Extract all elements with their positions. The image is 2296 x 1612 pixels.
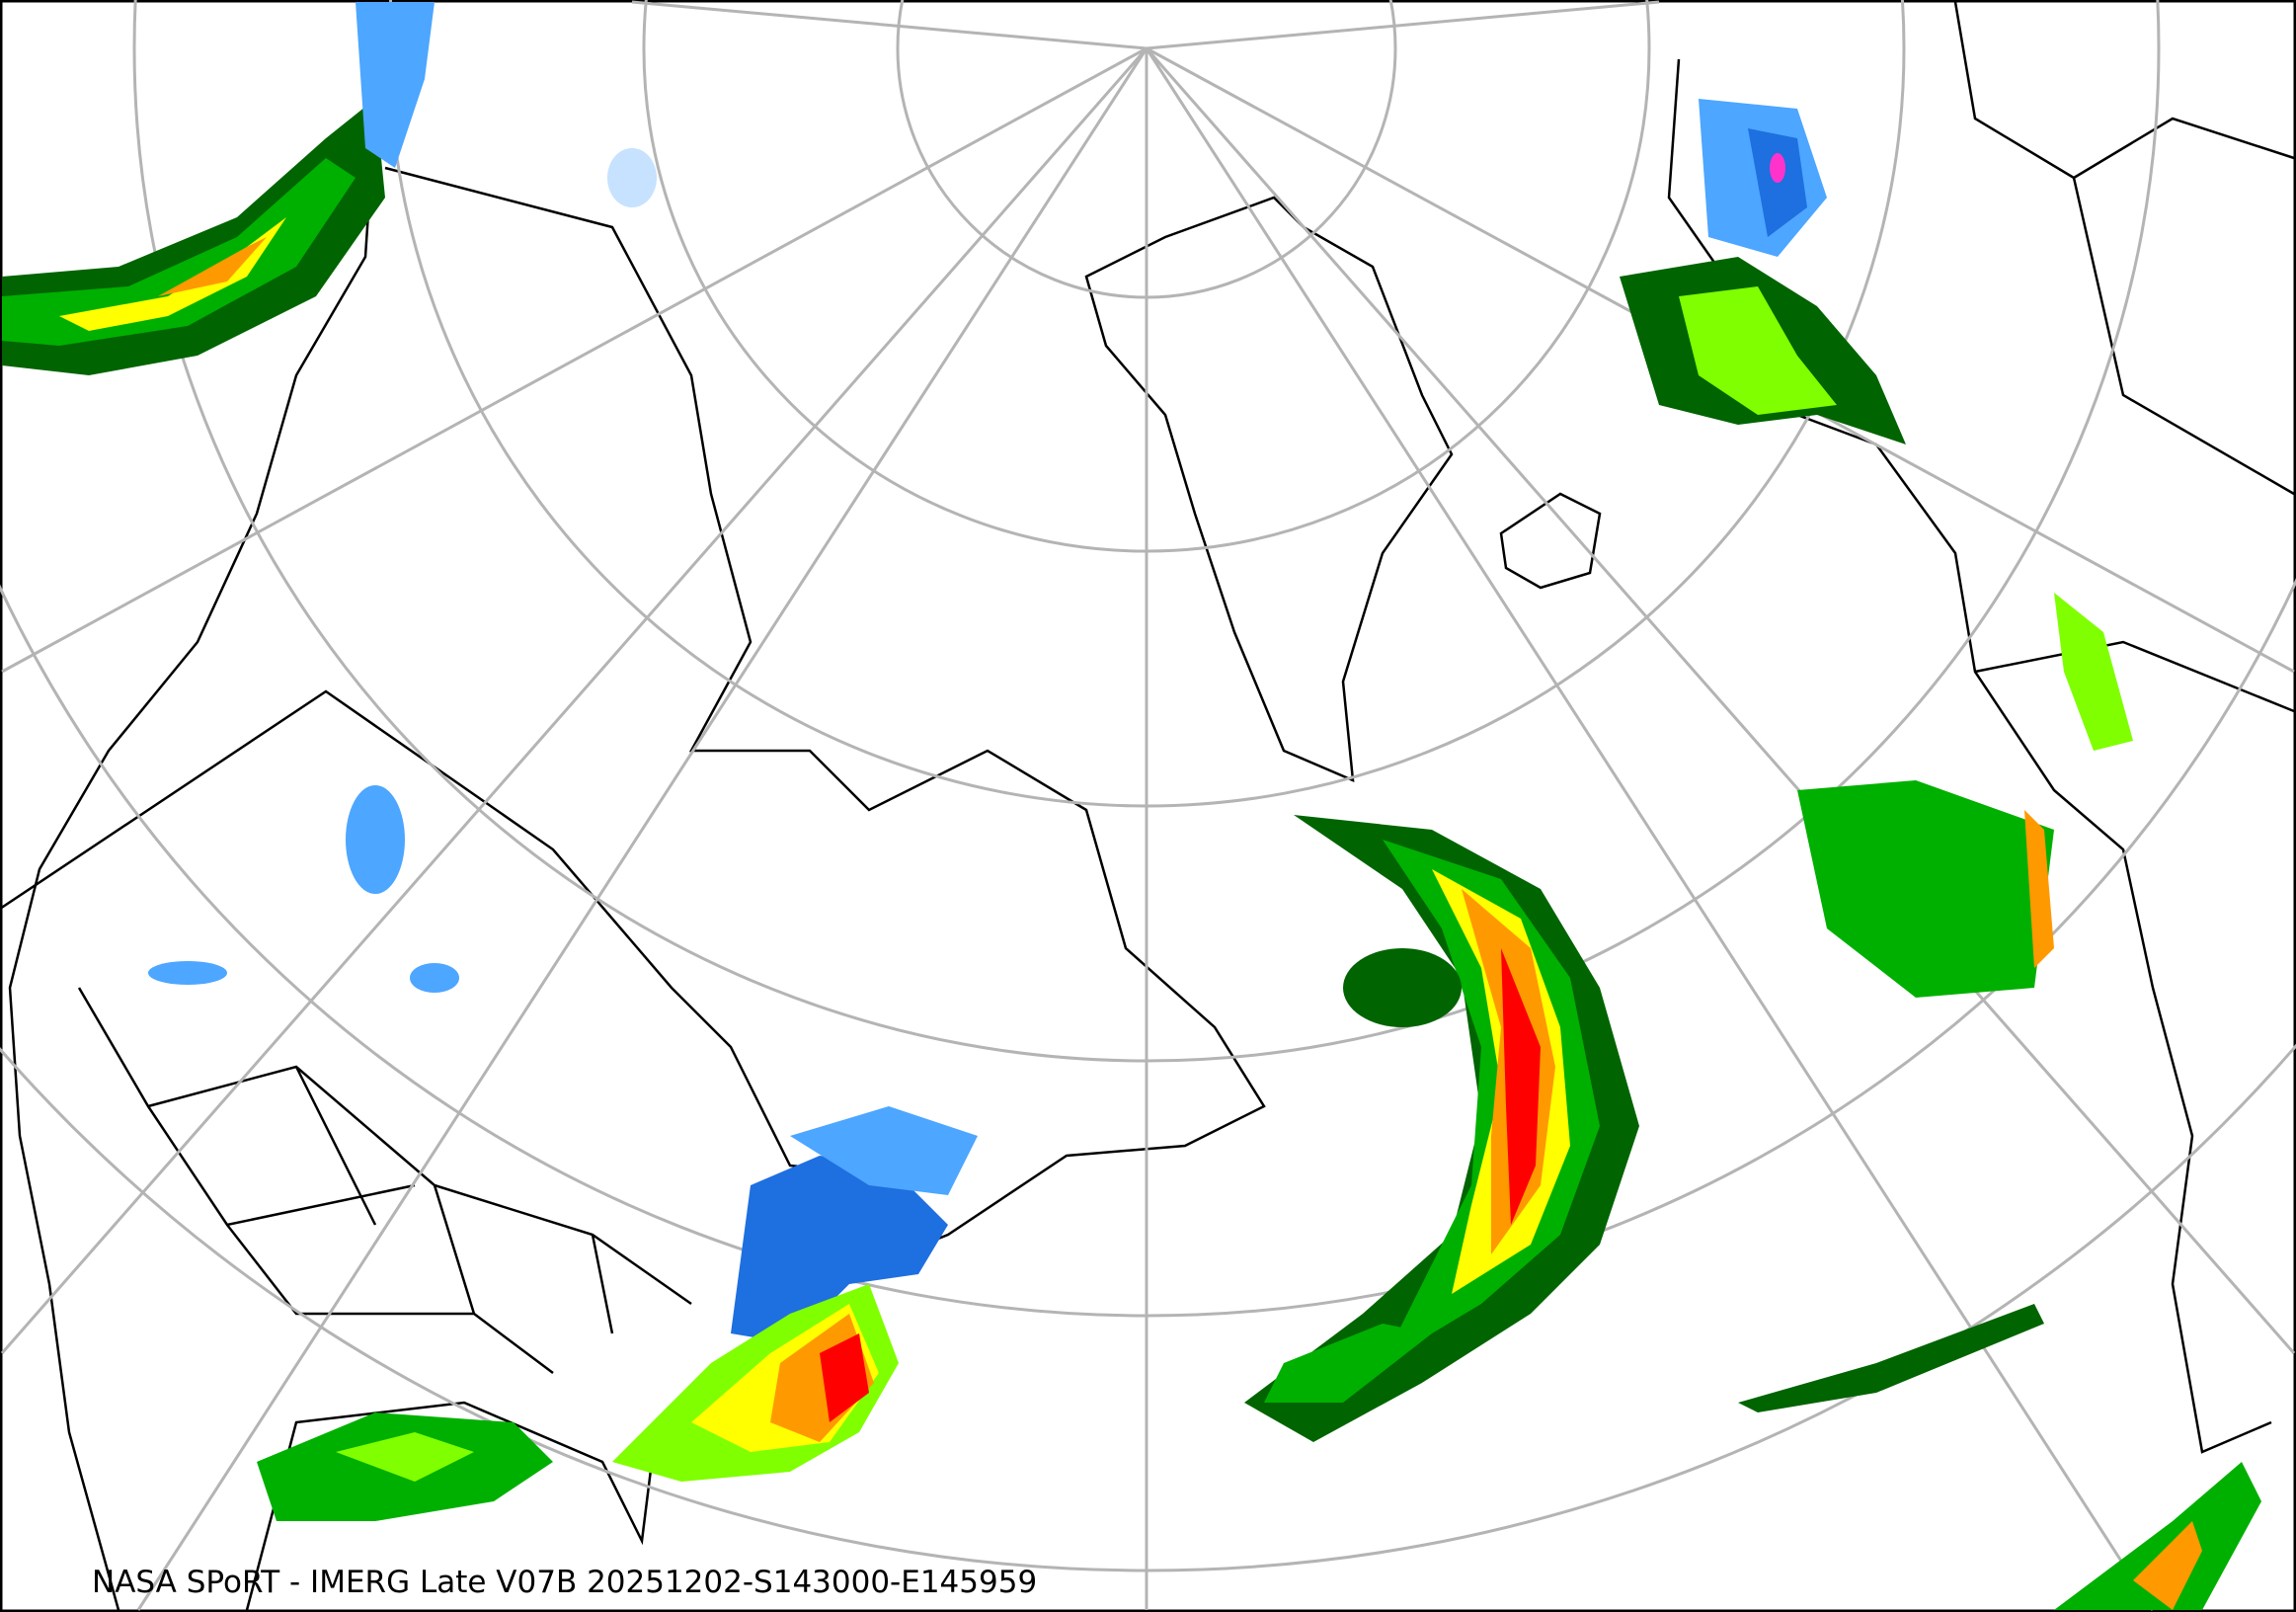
precip-atlantic-band	[1244, 815, 1639, 1442]
precip-gulf	[257, 1412, 553, 1521]
precip-southeast	[1264, 1304, 2261, 1610]
iceland-coast	[1499, 492, 1602, 590]
greenland-coast	[1084, 196, 1454, 782]
precip-us-east	[612, 1106, 978, 1482]
west-coast	[8, 108, 377, 1611]
precip-europe	[1620, 99, 2133, 998]
europe-coast	[1667, 1, 2295, 1454]
map-caption: NASA SPoRT - IMERG Late V07B 20251202-S1…	[92, 1565, 1038, 1600]
state-borders	[77, 987, 692, 1374]
north-america-coast	[245, 166, 1266, 1611]
precip-interior	[148, 148, 657, 993]
precip-pacific-nw	[2, 2, 435, 375]
